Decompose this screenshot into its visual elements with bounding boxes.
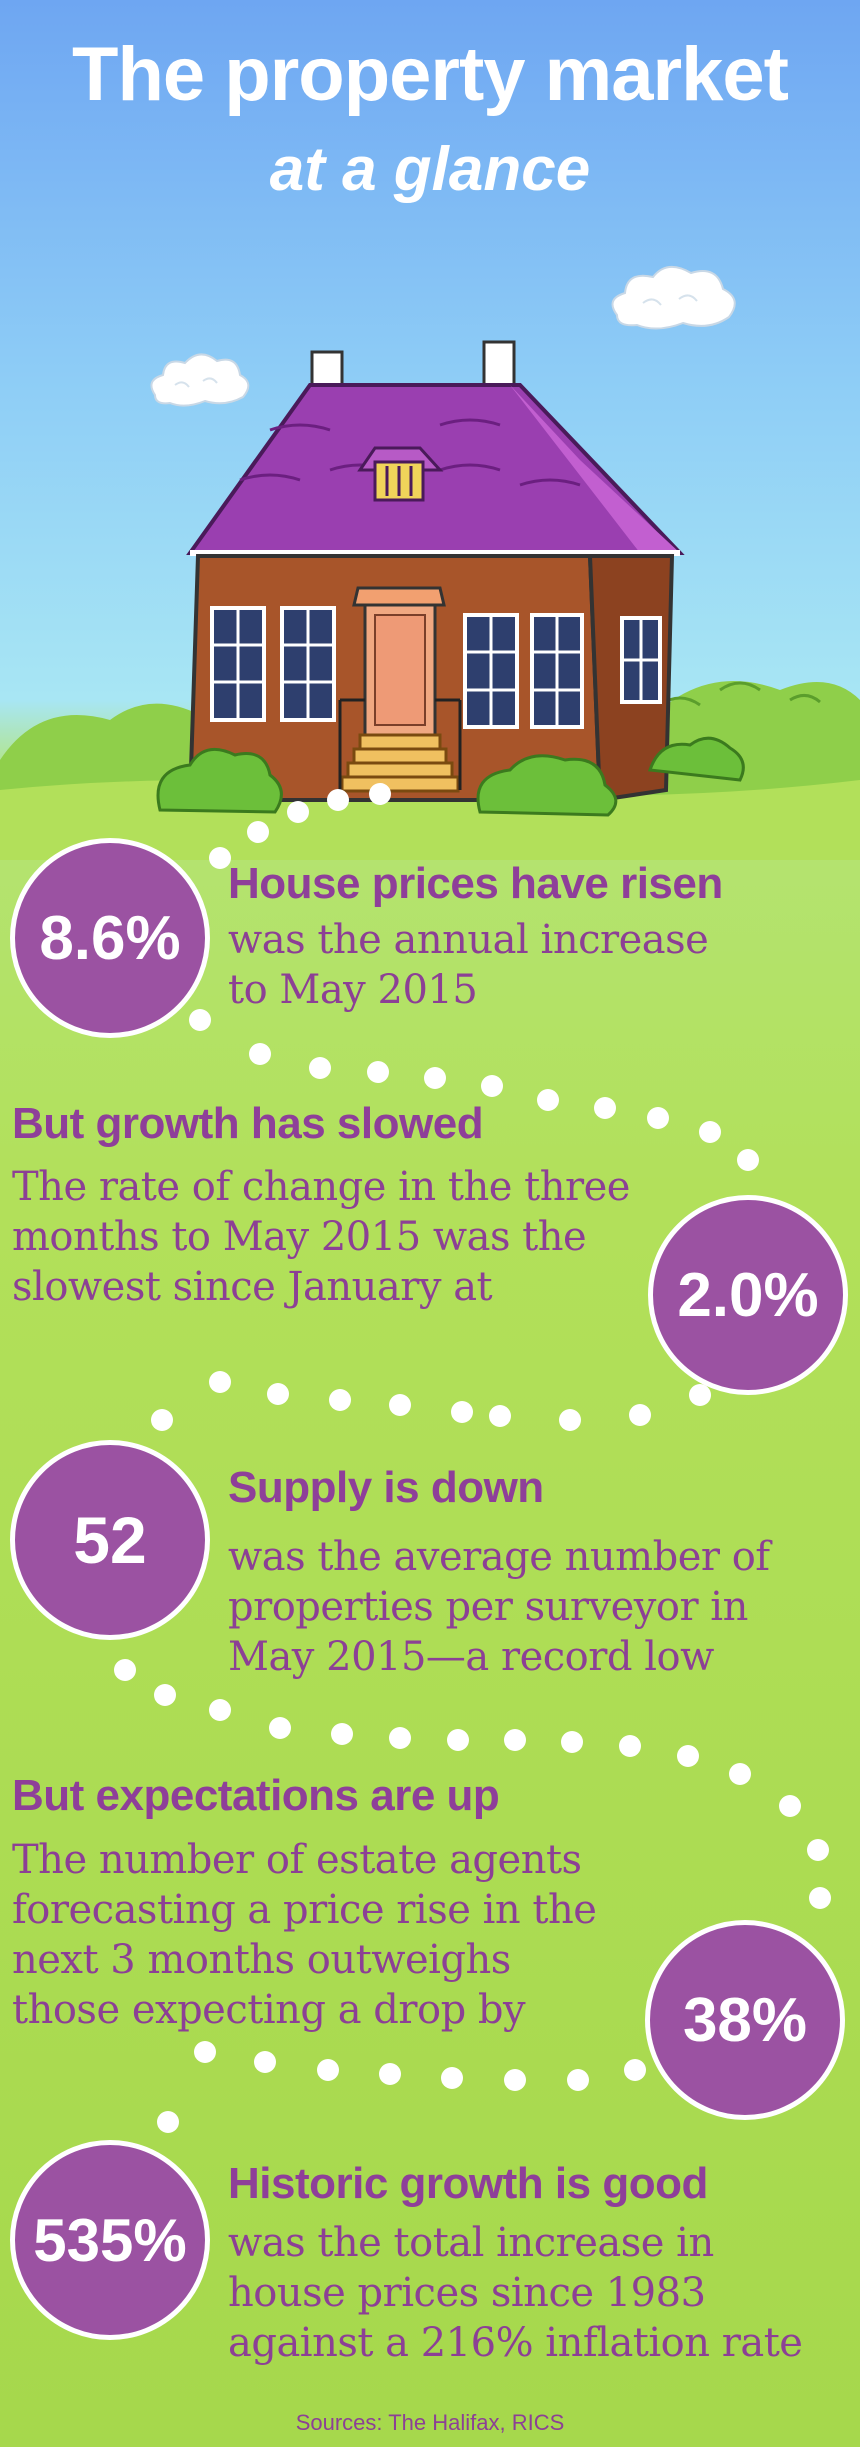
stat-text-line: next 3 months outweighs <box>12 1937 511 1983</box>
house-illustration <box>0 340 860 860</box>
cloud-left-illustration <box>150 353 250 407</box>
stat-text-line: forecasting a price rise in the <box>12 1887 597 1933</box>
stat-text-line: slowest since January at <box>12 1264 493 1310</box>
stat-circle-rate-of-change: 2.0% <box>648 1195 848 1395</box>
stat-text-line: The number of estate agents <box>12 1837 582 1883</box>
cloud-right-illustration <box>611 266 736 330</box>
stat-text-line: against a 216% inflation rate <box>228 2320 803 2366</box>
stat-text-line: The rate of change in the three <box>12 1164 630 1210</box>
stat-circle-annual-increase: 8.6% <box>10 838 210 1038</box>
stat-heading-growth-slowed: But growth has slowed <box>12 1099 484 1148</box>
stat-text-line: months to May 2015 was the <box>12 1214 587 1260</box>
stat-text-line: May 2015—a record low <box>228 1634 714 1680</box>
stat-heading-expectations-up: But expectations are up <box>12 1771 500 1820</box>
sources-footer: Sources: The Halifax, RICS <box>295 2410 565 2435</box>
stat-text-line: was the annual increase <box>228 917 709 963</box>
stat-text-line: was the average number of <box>228 1534 770 1580</box>
stat-heading-prices-risen: House prices have risen <box>228 859 723 908</box>
page-subtitle: at a glance <box>269 135 591 204</box>
page-title: The property market <box>72 32 789 117</box>
stat-circle-historic-growth: 535% <box>10 2140 210 2340</box>
stat-heading-supply-down: Supply is down <box>228 1463 544 1512</box>
stat-text-line: was the total increase in <box>228 2220 714 2266</box>
stat-text-line: house prices since 1983 <box>228 2270 706 2316</box>
stat-text-line: properties per surveyor in <box>228 1584 748 1630</box>
stat-circle-expectations: 38% <box>645 1920 845 2120</box>
stat-heading-historic-growth: Historic growth is good <box>228 2159 708 2208</box>
stat-circle-supply: 52 <box>10 1440 210 1640</box>
stat-text-line: to May 2015 <box>228 967 478 1013</box>
stat-text-line: those expecting a drop by <box>12 1987 526 2033</box>
